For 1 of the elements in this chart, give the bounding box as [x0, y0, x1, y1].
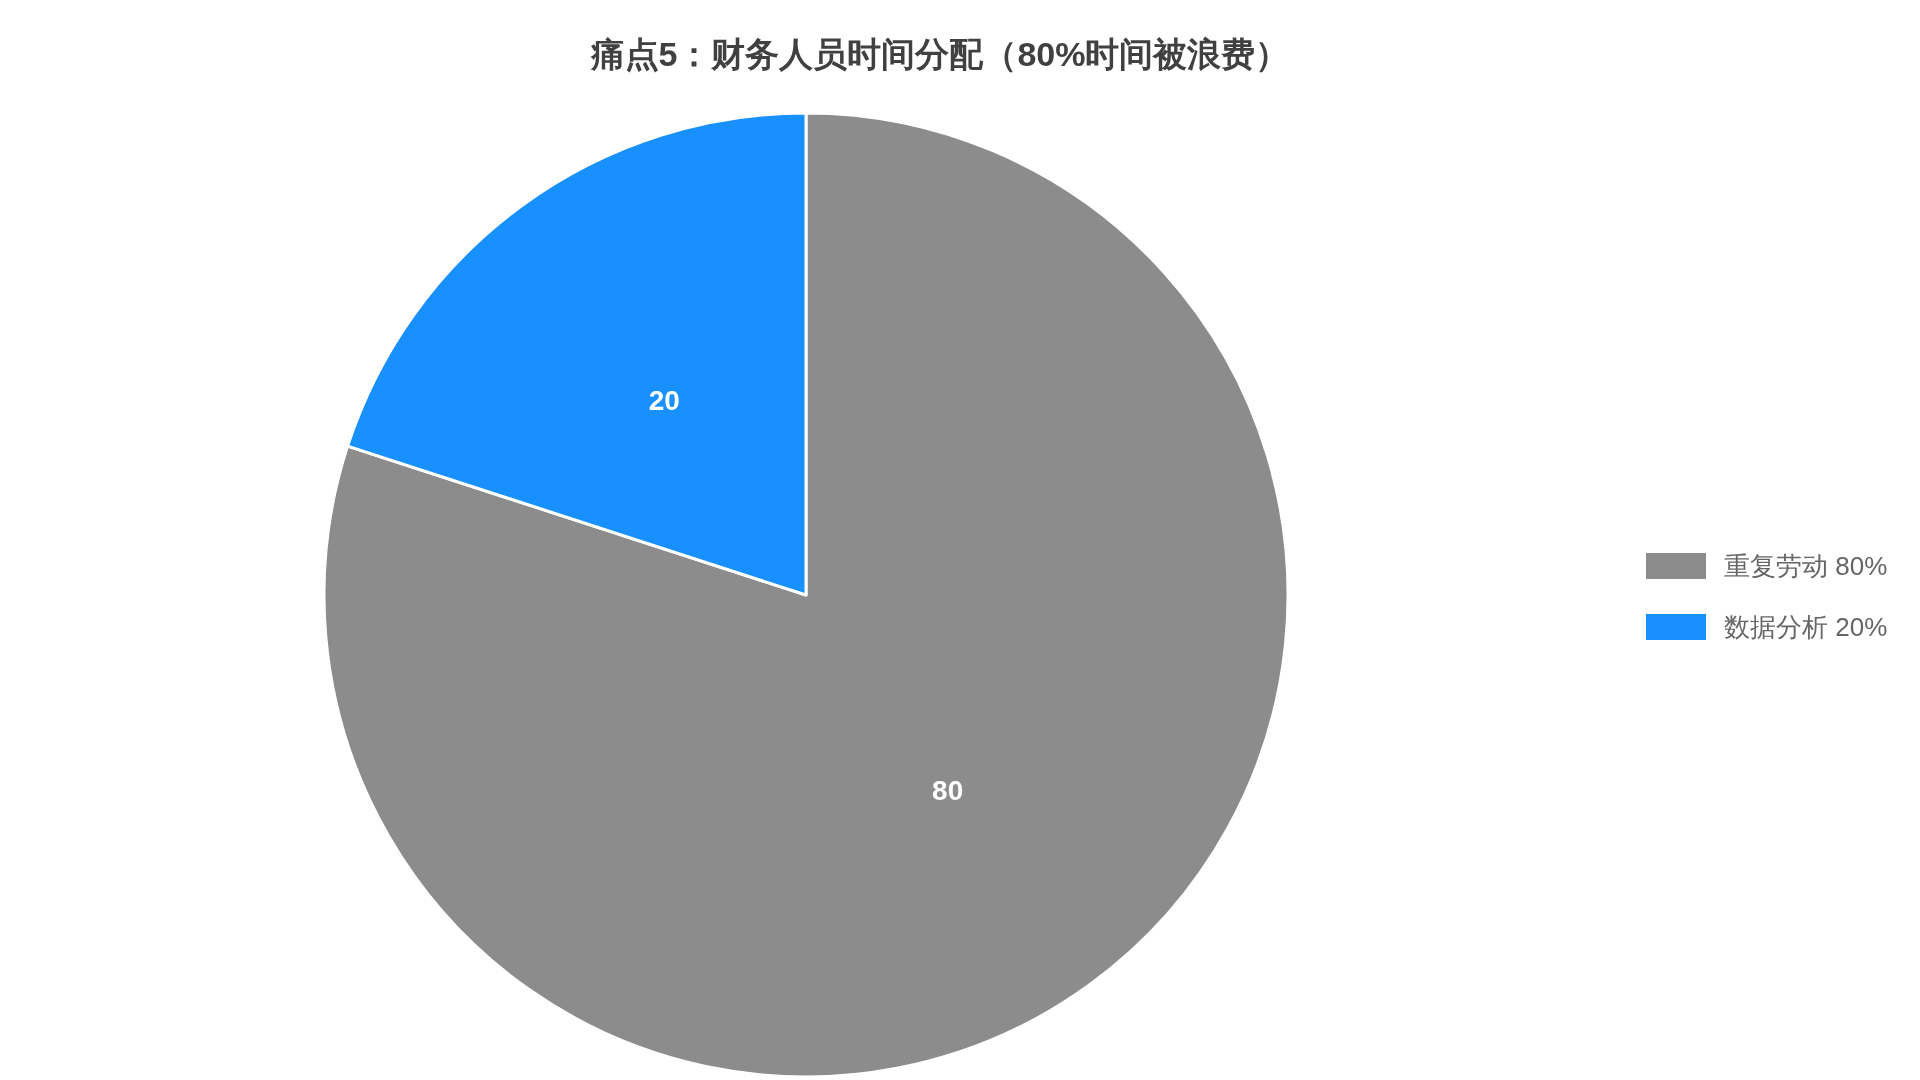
title: 痛点5：财务人员时间分配（80%时间被浪费） — [590, 35, 1290, 73]
